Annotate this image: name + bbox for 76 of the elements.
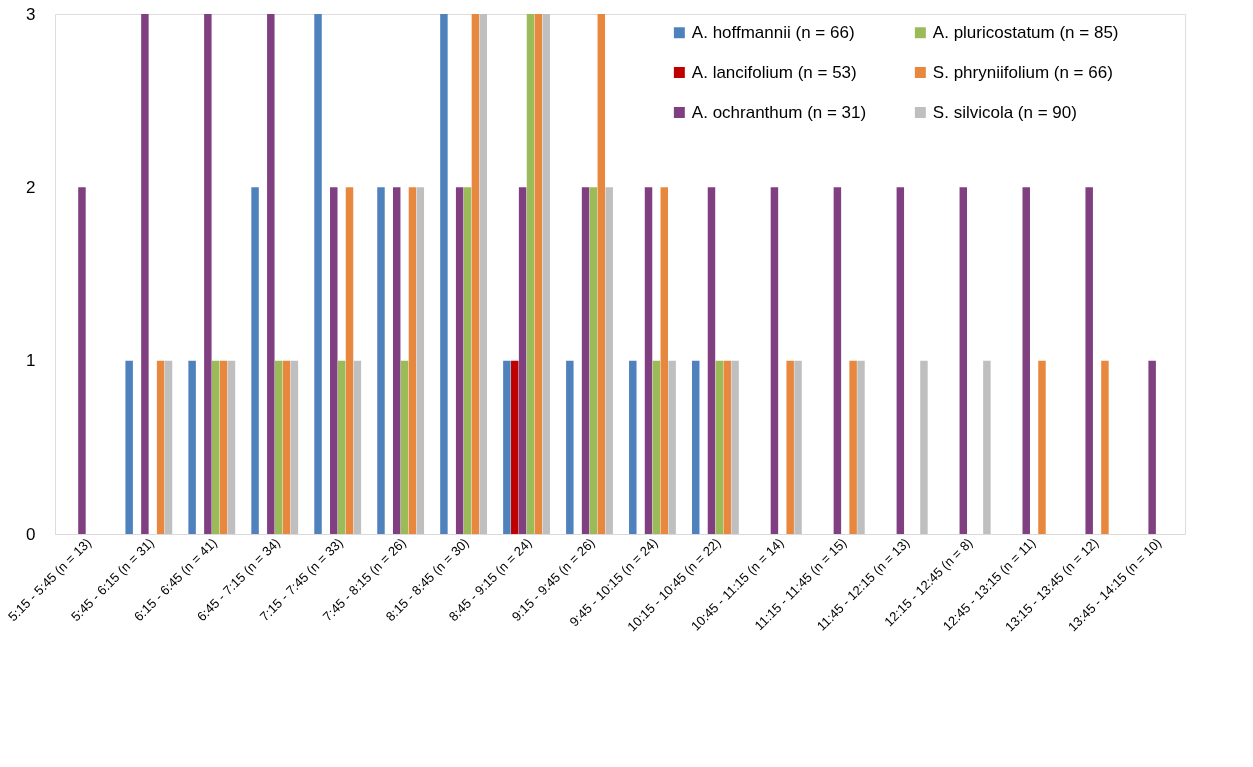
bar bbox=[896, 187, 905, 534]
bar bbox=[345, 187, 354, 534]
bar bbox=[400, 360, 409, 534]
bar bbox=[566, 360, 574, 534]
y-tick-label: 0 bbox=[26, 524, 36, 544]
legend-label: S. phryniifolium (n = 66) bbox=[932, 62, 1113, 82]
bar bbox=[211, 360, 220, 534]
bar bbox=[282, 360, 291, 534]
bar bbox=[983, 360, 991, 534]
bar bbox=[849, 360, 857, 534]
bar bbox=[786, 360, 794, 534]
bar bbox=[715, 360, 724, 534]
bar bbox=[542, 14, 550, 534]
bar bbox=[219, 360, 228, 534]
bar bbox=[314, 14, 322, 534]
bar bbox=[204, 14, 212, 534]
bar bbox=[920, 360, 928, 534]
bar bbox=[534, 14, 543, 534]
bar bbox=[1022, 187, 1030, 534]
legend-label: A. hoffmannii (n = 66) bbox=[691, 22, 855, 42]
y-tick-label: 1 bbox=[26, 351, 36, 371]
bar bbox=[78, 187, 86, 534]
bar bbox=[857, 360, 865, 534]
bar bbox=[589, 187, 598, 534]
legend-label: A. lancifolium (n = 53) bbox=[691, 62, 857, 82]
bar bbox=[392, 187, 401, 534]
bar bbox=[692, 360, 700, 534]
bar bbox=[337, 360, 346, 534]
bar bbox=[959, 187, 968, 534]
bar bbox=[731, 360, 739, 534]
bar bbox=[723, 360, 731, 534]
bar bbox=[416, 187, 425, 534]
legend-label: A. ochranthum (n = 31) bbox=[691, 102, 867, 122]
legend-label: A. pluricostatum (n = 85) bbox=[932, 22, 1119, 42]
bar bbox=[794, 360, 802, 534]
bar bbox=[141, 14, 149, 534]
bar bbox=[290, 360, 299, 534]
bar bbox=[274, 360, 283, 534]
bar bbox=[1085, 187, 1093, 534]
bar bbox=[463, 187, 472, 534]
bar bbox=[597, 14, 606, 534]
y-tick-label: 3 bbox=[26, 4, 36, 24]
bar bbox=[605, 187, 613, 534]
bar bbox=[164, 360, 173, 534]
bar bbox=[479, 14, 488, 534]
bar bbox=[1148, 360, 1156, 534]
bar bbox=[581, 187, 590, 534]
bar bbox=[652, 360, 661, 534]
bar bbox=[353, 360, 362, 534]
bar bbox=[455, 187, 464, 534]
bar bbox=[1101, 360, 1109, 534]
bar bbox=[629, 360, 637, 534]
bar bbox=[408, 187, 417, 534]
bar bbox=[707, 187, 716, 534]
y-tick-label: 2 bbox=[26, 177, 36, 197]
bar bbox=[511, 360, 519, 534]
bar bbox=[644, 187, 653, 534]
bar bbox=[770, 187, 779, 534]
bar bbox=[267, 14, 275, 534]
bar bbox=[330, 187, 338, 534]
bar bbox=[668, 360, 676, 534]
bar bbox=[833, 187, 842, 534]
bar bbox=[471, 14, 480, 534]
bar bbox=[227, 360, 236, 534]
bar bbox=[526, 14, 535, 534]
bar bbox=[156, 360, 165, 534]
bar bbox=[1038, 360, 1046, 534]
bar bbox=[125, 360, 133, 534]
bar bbox=[440, 14, 448, 534]
bar bbox=[660, 187, 668, 534]
bar bbox=[503, 360, 511, 534]
legend-label: S. silvicola (n = 90) bbox=[932, 102, 1077, 122]
bar bbox=[518, 187, 527, 534]
bar bbox=[251, 187, 259, 534]
bar bbox=[188, 360, 196, 534]
bar bbox=[377, 187, 385, 534]
